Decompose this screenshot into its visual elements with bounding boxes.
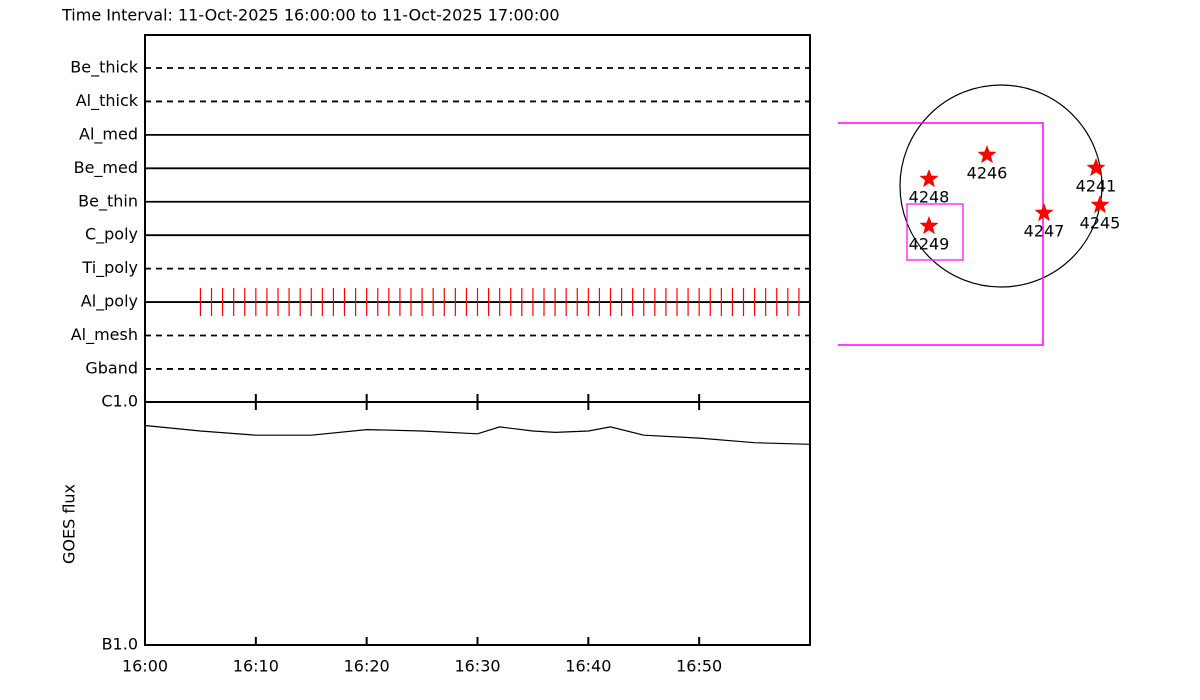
region-label: 4245	[1080, 214, 1121, 233]
region-label: 4241	[1076, 177, 1117, 196]
region-label: 4249	[909, 235, 950, 254]
chart-title: Time Interval: 11-Oct-2025 16:00:00 to 1…	[61, 6, 560, 25]
solar-disk	[899, 84, 1103, 288]
filter-label: Al_mesh	[71, 325, 138, 345]
region-star	[919, 216, 939, 235]
filter-label: Be_thick	[70, 58, 138, 78]
filter-label: Gband	[85, 358, 138, 377]
x-tick-label: 16:10	[233, 657, 279, 676]
region-star	[919, 169, 939, 188]
filter-label: Be_med	[74, 158, 138, 178]
fov-box	[838, 122, 1044, 346]
filter-label: Be_thin	[78, 191, 138, 211]
filter-label: C_poly	[85, 225, 138, 245]
x-tick-label: 16:00	[122, 657, 168, 676]
filter-panel	[144, 34, 811, 403]
fov-small-box	[906, 203, 964, 261]
x-tick-label: 16:30	[454, 657, 500, 676]
filter-label: Ti_poly	[81, 258, 138, 278]
x-tick-label: 16:50	[676, 657, 722, 676]
region-star	[1086, 158, 1106, 177]
x-tick-label: 16:40	[565, 657, 611, 676]
filter-label: Al_poly	[81, 292, 138, 312]
region-label: 4247	[1024, 222, 1065, 241]
filter-label: Al_thick	[76, 91, 139, 111]
x-tick-label: 16:20	[344, 657, 390, 676]
goes-line	[144, 424, 811, 445]
region-star	[1090, 195, 1110, 214]
y-tick-label: B1.0	[102, 635, 138, 654]
filter-label: Al_med	[79, 124, 138, 144]
region-label: 4246	[967, 164, 1008, 183]
y-tick-label: C1.0	[101, 392, 138, 411]
region-label: 4248	[909, 188, 950, 207]
region-star	[1034, 203, 1054, 222]
region-star	[977, 145, 997, 164]
y-axis-label: GOES flux	[60, 484, 79, 564]
